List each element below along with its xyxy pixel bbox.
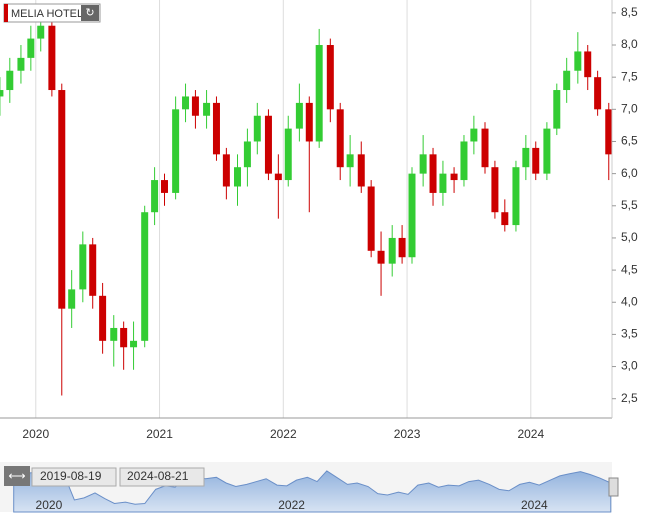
candle-body xyxy=(357,154,365,187)
y-tick-label: 8,5 xyxy=(621,5,638,19)
candle-body xyxy=(172,109,180,193)
candle-body xyxy=(295,102,303,129)
candle-body xyxy=(160,180,168,193)
candle-body xyxy=(574,51,582,71)
candle-body xyxy=(326,45,334,110)
candle-body xyxy=(336,109,344,168)
x-tick-label: 2021 xyxy=(146,427,173,441)
candle-body xyxy=(284,128,292,181)
y-tick-label: 7,0 xyxy=(621,101,638,115)
candle-body xyxy=(367,186,375,251)
candle-body xyxy=(419,154,427,174)
navigator-area xyxy=(13,468,612,513)
y-tick-label: 6,0 xyxy=(621,166,638,180)
y-tick-label: 6,5 xyxy=(621,134,638,148)
candle-body xyxy=(470,128,478,142)
from-date-box[interactable] xyxy=(31,467,117,487)
candle-body xyxy=(460,141,468,181)
candle-body xyxy=(120,327,128,348)
candle-body xyxy=(151,180,159,213)
to-date-box[interactable] xyxy=(119,467,205,487)
y-tick-label: 4,5 xyxy=(621,262,638,276)
candle-body xyxy=(532,147,540,174)
candle-body xyxy=(377,250,385,264)
refresh-icon: ↻ xyxy=(85,7,94,19)
candle-body xyxy=(512,167,520,226)
navigator-tick-label: 2022 xyxy=(278,498,305,512)
chart-title: MELIA HOTEL xyxy=(11,8,83,20)
x-tick-label: 2024 xyxy=(517,427,544,441)
plot-area xyxy=(0,12,612,396)
candle-body xyxy=(68,289,76,309)
y-tick-label: 3,0 xyxy=(621,359,638,373)
candle-body xyxy=(553,90,561,129)
candle-body xyxy=(182,96,190,110)
candle-body xyxy=(234,167,242,187)
y-tick-label: 7,5 xyxy=(621,69,638,83)
candle-body xyxy=(522,147,530,168)
candle-body xyxy=(89,244,97,296)
candle-body xyxy=(429,154,437,193)
candle-body xyxy=(274,173,282,181)
candle-body xyxy=(481,128,489,168)
candle-body xyxy=(243,141,251,168)
candle-body xyxy=(253,115,261,142)
candle-body xyxy=(584,51,592,78)
candle-body xyxy=(99,295,107,341)
y-tick-label: 3,5 xyxy=(621,327,638,341)
candle-body xyxy=(203,102,211,116)
candle-body xyxy=(141,212,149,341)
candle-body xyxy=(37,25,45,39)
candle-body xyxy=(0,90,4,97)
candle-body xyxy=(439,173,447,193)
navigator-tick-label: 2020 xyxy=(36,498,63,512)
y-tick-label: 5,0 xyxy=(621,230,638,244)
candle-body xyxy=(79,244,87,290)
candle-body xyxy=(264,115,272,174)
candle-body xyxy=(191,96,199,116)
candle-body xyxy=(563,70,571,91)
refresh-button[interactable] xyxy=(81,5,99,21)
candle-body xyxy=(594,77,602,110)
title-marker xyxy=(4,4,8,22)
grid xyxy=(35,0,532,418)
navigator-tick-label: 2024 xyxy=(521,498,548,512)
candle-body xyxy=(130,340,138,348)
candle-body xyxy=(222,154,230,187)
candle-body xyxy=(58,90,66,309)
candle-body xyxy=(408,173,416,258)
to-date: 2024-08-21 xyxy=(127,469,189,483)
candle-body xyxy=(398,237,406,258)
from-date: 2019-08-19 xyxy=(40,469,102,483)
navigator: ⟷ 2019-08-19 2024-08-21 2020 2022 2024 xyxy=(0,462,619,513)
candle-body xyxy=(6,70,14,91)
candle-body xyxy=(346,154,354,168)
candle-body xyxy=(110,327,118,341)
x-tick-label: 2022 xyxy=(270,427,297,441)
candle-body xyxy=(212,102,220,155)
candle-body xyxy=(605,109,612,155)
x-tick-label: 2023 xyxy=(394,427,421,441)
candle-body xyxy=(27,38,35,58)
candle-body xyxy=(315,45,323,142)
y-tick-label: 5,5 xyxy=(621,198,638,212)
y-tick-label: 4,0 xyxy=(621,294,638,308)
candle-body xyxy=(501,212,509,226)
candle-body xyxy=(543,128,551,174)
range-icon: ⟷ xyxy=(8,469,25,483)
candle-body xyxy=(450,173,458,181)
candle-body xyxy=(388,237,396,264)
x-tick-label: 2020 xyxy=(22,427,49,441)
candle-body xyxy=(491,167,499,213)
nav-handle-right[interactable] xyxy=(608,477,619,497)
y-tick-label: 2,5 xyxy=(621,391,638,405)
candle-body xyxy=(48,25,56,91)
range-handle[interactable] xyxy=(4,466,30,486)
candle-body xyxy=(17,57,25,71)
y-tick-label: 8,0 xyxy=(621,37,638,51)
candle-body xyxy=(305,102,313,142)
